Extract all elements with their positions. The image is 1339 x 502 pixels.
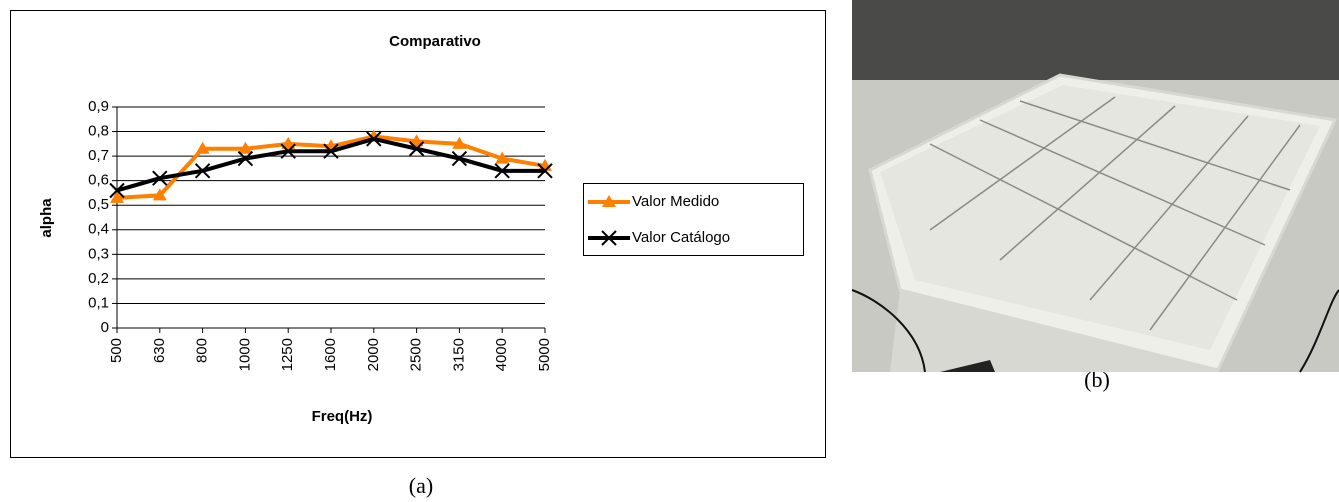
y-tick-label: 0 <box>101 319 109 336</box>
legend-label: Valor Medido <box>632 193 719 210</box>
x-tick-label: 2500 <box>408 338 425 371</box>
x-tick-label: 800 <box>194 338 211 363</box>
photo <box>852 0 1339 372</box>
x-tick-label: 4000 <box>493 338 510 371</box>
y-tick-label: 0,3 <box>88 245 109 262</box>
figure: Comparativo Freq(Hz) alpha (a) (b) 00,10… <box>0 0 1339 502</box>
x-tick-label: 500 <box>108 338 125 363</box>
y-tick-label: 0,4 <box>88 221 109 238</box>
y-tick-label: 0,2 <box>88 270 109 287</box>
caption: (a) <box>409 473 433 498</box>
x-tick-label: 3150 <box>450 338 467 371</box>
y-tick-label: 0,8 <box>88 123 109 140</box>
x-tick-label: 630 <box>151 338 168 363</box>
y-tick-label: 0,1 <box>88 294 109 311</box>
x-tick-label: 1000 <box>236 338 253 371</box>
x-tick-label: 2000 <box>365 338 382 371</box>
y-axis-label: alpha <box>38 198 55 238</box>
x-tick-label: 1250 <box>279 338 296 371</box>
y-tick-label: 0,9 <box>88 98 109 115</box>
y-tick-label: 0,7 <box>88 147 109 164</box>
x-axis-label: Freq(Hz) <box>312 408 373 425</box>
chart-title: Comparativo <box>389 33 481 50</box>
y-tick-label: 0,5 <box>88 196 109 213</box>
x-tick-label: 5000 <box>536 338 553 371</box>
x-tick-label: 1600 <box>322 338 339 371</box>
legend-label: Valor Catálogo <box>632 229 730 246</box>
y-tick-label: 0,6 <box>88 172 109 189</box>
